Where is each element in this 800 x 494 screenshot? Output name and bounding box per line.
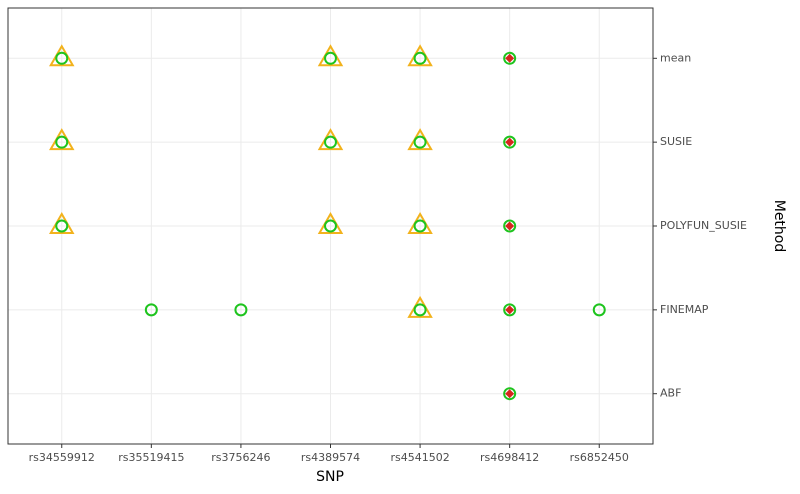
x-axis-label: SNP: [316, 469, 344, 485]
circle-marker: [413, 219, 427, 233]
y-tick-label: POLYFUN_SUSIE: [660, 219, 747, 232]
diamond-marker: [505, 389, 515, 399]
circle-marker: [503, 135, 517, 149]
y-tick-label: ABF: [660, 387, 681, 400]
circle-marker: [592, 303, 606, 317]
x-tick-label: rs4698412: [480, 451, 539, 464]
y-axis-label: Method: [771, 200, 787, 253]
circle-marker: [324, 219, 337, 233]
circle-marker: [413, 135, 427, 149]
diamond-marker: [505, 137, 515, 147]
plot-border: [7, 7, 654, 445]
x-tick-label: rs4541502: [390, 451, 449, 464]
diamond-marker: [505, 305, 515, 315]
y-tick-label: FINEMAP: [660, 303, 709, 316]
y-tick-label: SUSIE: [660, 135, 692, 148]
y-tick-label: mean: [660, 51, 691, 64]
x-tick-label: rs35519415: [118, 451, 184, 464]
diamond-marker: [505, 221, 515, 231]
circle-marker: [503, 303, 517, 317]
circle-marker: [324, 135, 337, 149]
circle-marker: [55, 135, 69, 149]
circle-marker: [503, 51, 517, 65]
circle-marker: [144, 303, 158, 317]
circle-marker: [234, 303, 248, 317]
x-tick-label: rs3756246: [211, 451, 270, 464]
circle-marker: [324, 51, 337, 65]
diamond-marker: [505, 53, 515, 63]
x-tick-label: rs34559912: [29, 451, 95, 464]
x-tick-label: rs4389574: [301, 451, 360, 464]
circle-marker: [503, 219, 517, 233]
circle-marker: [55, 219, 69, 233]
circle-marker: [413, 51, 427, 65]
circle-marker: [413, 303, 427, 317]
circle-marker: [55, 51, 69, 65]
x-tick-label: rs6852450: [570, 451, 629, 464]
circle-marker: [503, 387, 517, 401]
